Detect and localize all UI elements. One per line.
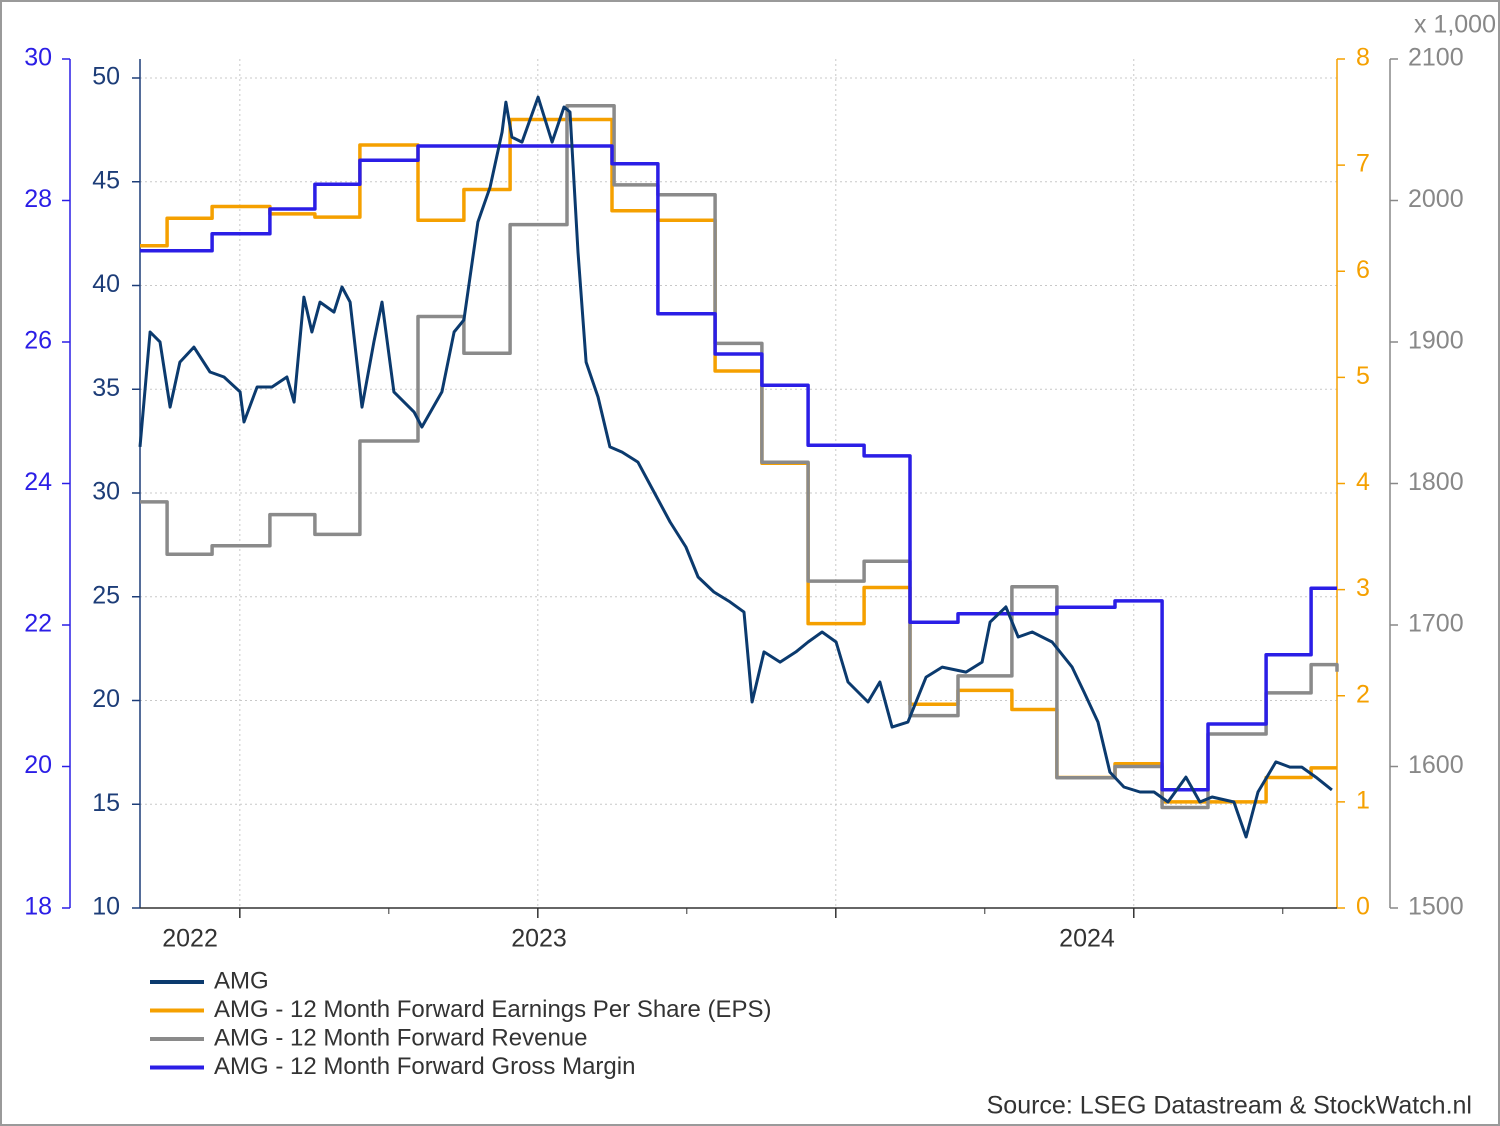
y-tick-label: 18 xyxy=(24,893,52,921)
y-tick-label: 7 xyxy=(1356,150,1370,178)
y-tick-label: 40 xyxy=(92,270,120,298)
y-tick-label: 5 xyxy=(1356,362,1370,390)
y-tick-label: 20 xyxy=(24,751,52,779)
y-tick-label: 1800 xyxy=(1408,468,1464,496)
y-tick-label: 28 xyxy=(24,185,52,213)
y-tick-label: 50 xyxy=(92,63,120,91)
y-tick-label: 1600 xyxy=(1408,751,1464,779)
legend-label: AMG - 12 Month Forward Earnings Per Shar… xyxy=(214,996,772,1023)
y-tick-label: 22 xyxy=(24,610,52,638)
y-tick-label: 1700 xyxy=(1408,610,1464,638)
y-tick-label: 26 xyxy=(24,327,52,355)
series-line xyxy=(140,103,1339,810)
y-tick-label: 30 xyxy=(24,44,52,72)
y-tick-label: 4 xyxy=(1356,468,1370,496)
y-tick-label: 45 xyxy=(92,166,120,194)
series-line xyxy=(138,95,1333,839)
y-tick-label: 6 xyxy=(1356,256,1370,284)
legend-label: AMG xyxy=(214,967,269,994)
x-tick-label: 2022 xyxy=(162,925,218,953)
series-line xyxy=(140,144,1337,792)
y-tick-label: 24 xyxy=(24,468,52,496)
x-tick-label: 2024 xyxy=(1059,925,1115,953)
y-tick-label: 0 xyxy=(1356,893,1370,921)
y-tick-label: 2 xyxy=(1356,680,1370,708)
y-tick-label: 10 xyxy=(92,893,120,921)
y-tick-label: 8 xyxy=(1356,44,1370,72)
source-note: Source: LSEG Datastream & StockWatch.nl xyxy=(987,1092,1472,1120)
y-tick-label: 1900 xyxy=(1408,327,1464,355)
y-tick-label: 20 xyxy=(92,685,120,713)
y-tick-label: 1 xyxy=(1356,786,1370,814)
y-tick-label: 1500 xyxy=(1408,893,1464,921)
y-tick-label: 2100 xyxy=(1408,44,1464,72)
y-tick-label: 15 xyxy=(92,789,120,817)
legend-label: AMG - 12 Month Forward Revenue xyxy=(214,1024,588,1051)
y-tick-label: 2000 xyxy=(1408,185,1464,213)
y-tick-label: 35 xyxy=(92,374,120,402)
x-tick-label: 2023 xyxy=(511,925,567,953)
legend-label: AMG - 12 Month Forward Gross Margin xyxy=(214,1053,635,1080)
series-line xyxy=(140,117,1337,804)
y-axis-unit: x 1,000 xyxy=(1414,11,1496,39)
y-tick-label: 30 xyxy=(92,478,120,506)
y-tick-label: 25 xyxy=(92,581,120,609)
y-tick-label: 3 xyxy=(1356,574,1370,602)
